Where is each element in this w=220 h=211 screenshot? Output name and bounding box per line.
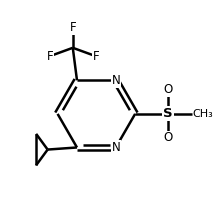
Text: F: F (70, 21, 76, 34)
Text: N: N (111, 141, 120, 154)
Text: S: S (163, 107, 172, 120)
Text: F: F (93, 50, 99, 63)
Text: O: O (163, 131, 172, 145)
Text: CH₃: CH₃ (193, 109, 214, 119)
Text: N: N (111, 74, 120, 87)
Text: F: F (46, 50, 53, 63)
Text: O: O (163, 83, 172, 96)
